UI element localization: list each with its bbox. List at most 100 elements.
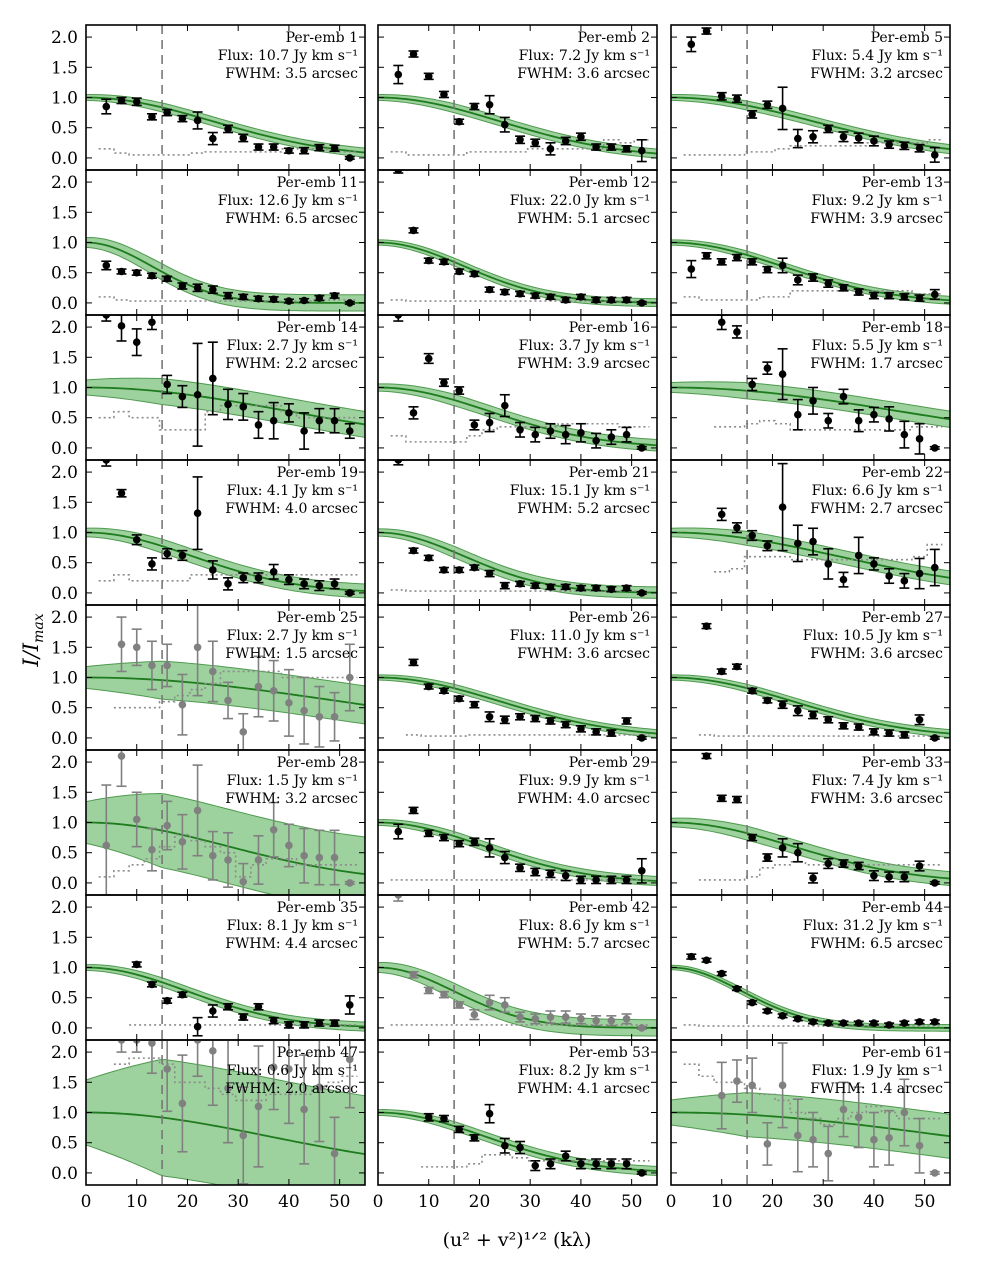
data-point bbox=[470, 421, 479, 429]
x-tick-label: 20 bbox=[762, 1192, 784, 1212]
data-point bbox=[854, 723, 863, 731]
data-point bbox=[485, 844, 494, 852]
model-curve bbox=[671, 1111, 950, 1138]
data-point bbox=[637, 734, 646, 742]
data-point bbox=[930, 1169, 939, 1177]
data-point bbox=[394, 460, 403, 464]
data-point bbox=[239, 574, 248, 582]
panel-title: Per-emb 42 bbox=[569, 900, 650, 916]
model-confidence-band bbox=[378, 528, 657, 599]
panel-fwhm: FWHM: 6.5 arcsec bbox=[225, 211, 358, 227]
y-tick-label: 2.0 bbox=[51, 1043, 78, 1063]
data-point bbox=[440, 990, 448, 999]
x-tick-label: 0 bbox=[373, 1192, 384, 1212]
model-confidence-band bbox=[378, 1109, 657, 1176]
y-tick-label: 1.0 bbox=[51, 234, 78, 254]
data-point bbox=[637, 299, 646, 307]
y-tick-label: 0.5 bbox=[51, 1134, 78, 1154]
noise-level-line bbox=[98, 573, 358, 582]
data-point bbox=[193, 643, 202, 652]
data-point bbox=[794, 276, 802, 284]
data-point bbox=[300, 427, 308, 435]
data-point bbox=[485, 100, 494, 109]
model-confidence-band bbox=[378, 383, 657, 452]
data-point bbox=[501, 581, 509, 590]
data-point bbox=[809, 1018, 817, 1026]
data-point bbox=[622, 876, 631, 884]
panel-flux: Flux: 8.2 Jy km s⁻¹ bbox=[519, 1063, 650, 1079]
y-tick-label: 2.0 bbox=[51, 753, 78, 773]
data-point bbox=[717, 794, 726, 803]
data-point bbox=[885, 1134, 893, 1142]
data-point bbox=[854, 416, 863, 425]
y-tick-label: 2.0 bbox=[51, 173, 78, 193]
data-point bbox=[778, 104, 787, 113]
data-point bbox=[330, 291, 339, 300]
data-point bbox=[300, 1021, 308, 1029]
data-point bbox=[748, 998, 756, 1007]
y-tick-label: 1.0 bbox=[51, 379, 78, 399]
plot-area bbox=[86, 750, 365, 895]
data-point bbox=[117, 96, 126, 105]
data-point bbox=[702, 27, 711, 35]
panel-flux: Flux: 15.1 Jy km s⁻¹ bbox=[510, 483, 650, 499]
data-point bbox=[269, 567, 278, 576]
y-tick-label: 1.0 bbox=[51, 814, 78, 834]
data-point bbox=[592, 436, 600, 445]
data-point bbox=[900, 873, 909, 881]
data-point bbox=[163, 549, 171, 558]
y-tick-label: 0.0 bbox=[51, 294, 78, 314]
data-point bbox=[254, 682, 263, 691]
data-point bbox=[748, 258, 756, 266]
data-point bbox=[839, 284, 848, 292]
data-point bbox=[178, 1099, 187, 1108]
data-point bbox=[748, 531, 756, 540]
data-point bbox=[824, 1149, 833, 1158]
panel-per-emb-12: Per-emb 12 Flux: 22.0 Jy km s⁻¹ FWHM: 5.1 … bbox=[377, 169, 658, 316]
data-point bbox=[561, 583, 570, 591]
data-point bbox=[733, 1077, 741, 1085]
data-point bbox=[870, 560, 878, 568]
data-point bbox=[501, 1141, 509, 1150]
data-point bbox=[315, 143, 324, 152]
data-point bbox=[607, 1160, 616, 1168]
data-point bbox=[637, 867, 646, 875]
plot-area bbox=[671, 605, 950, 750]
data-point bbox=[485, 998, 494, 1007]
panel-flux: Flux: 9.2 Jy km s⁻¹ bbox=[812, 193, 943, 209]
data-point bbox=[345, 299, 354, 307]
data-point bbox=[148, 661, 156, 670]
plot-area bbox=[671, 750, 950, 895]
data-point bbox=[224, 696, 232, 705]
data-point bbox=[637, 1024, 646, 1032]
data-point bbox=[455, 117, 463, 126]
data-point bbox=[516, 1013, 524, 1021]
x-tick-label: 50 bbox=[914, 1192, 936, 1212]
model-curve bbox=[378, 676, 657, 735]
plot-area bbox=[671, 895, 950, 1040]
data-point bbox=[763, 265, 772, 274]
data-point bbox=[915, 715, 924, 724]
data-point bbox=[546, 870, 555, 878]
data-point bbox=[315, 712, 324, 721]
data-point bbox=[930, 1018, 939, 1026]
plot-area bbox=[378, 895, 657, 1040]
panel-per-emb-53: Per-emb 53 Flux: 8.2 Jy km s⁻¹ FWHM: 4.1 a… bbox=[377, 1039, 658, 1186]
data-point bbox=[178, 114, 187, 123]
data-point bbox=[269, 686, 278, 695]
data-point bbox=[717, 318, 726, 327]
data-point bbox=[394, 827, 403, 836]
y-tick-label: 1.5 bbox=[51, 58, 78, 78]
y-tick-label: 0.5 bbox=[51, 119, 78, 139]
data-point bbox=[424, 354, 433, 363]
data-point bbox=[485, 1109, 494, 1118]
data-point bbox=[424, 986, 433, 995]
data-point bbox=[839, 575, 848, 584]
data-point bbox=[854, 134, 863, 142]
data-point bbox=[717, 258, 726, 266]
data-point bbox=[163, 996, 171, 1005]
noise-level-line bbox=[683, 1063, 943, 1126]
data-point bbox=[163, 821, 171, 830]
plot-area bbox=[86, 895, 365, 1040]
data-point bbox=[577, 429, 585, 437]
